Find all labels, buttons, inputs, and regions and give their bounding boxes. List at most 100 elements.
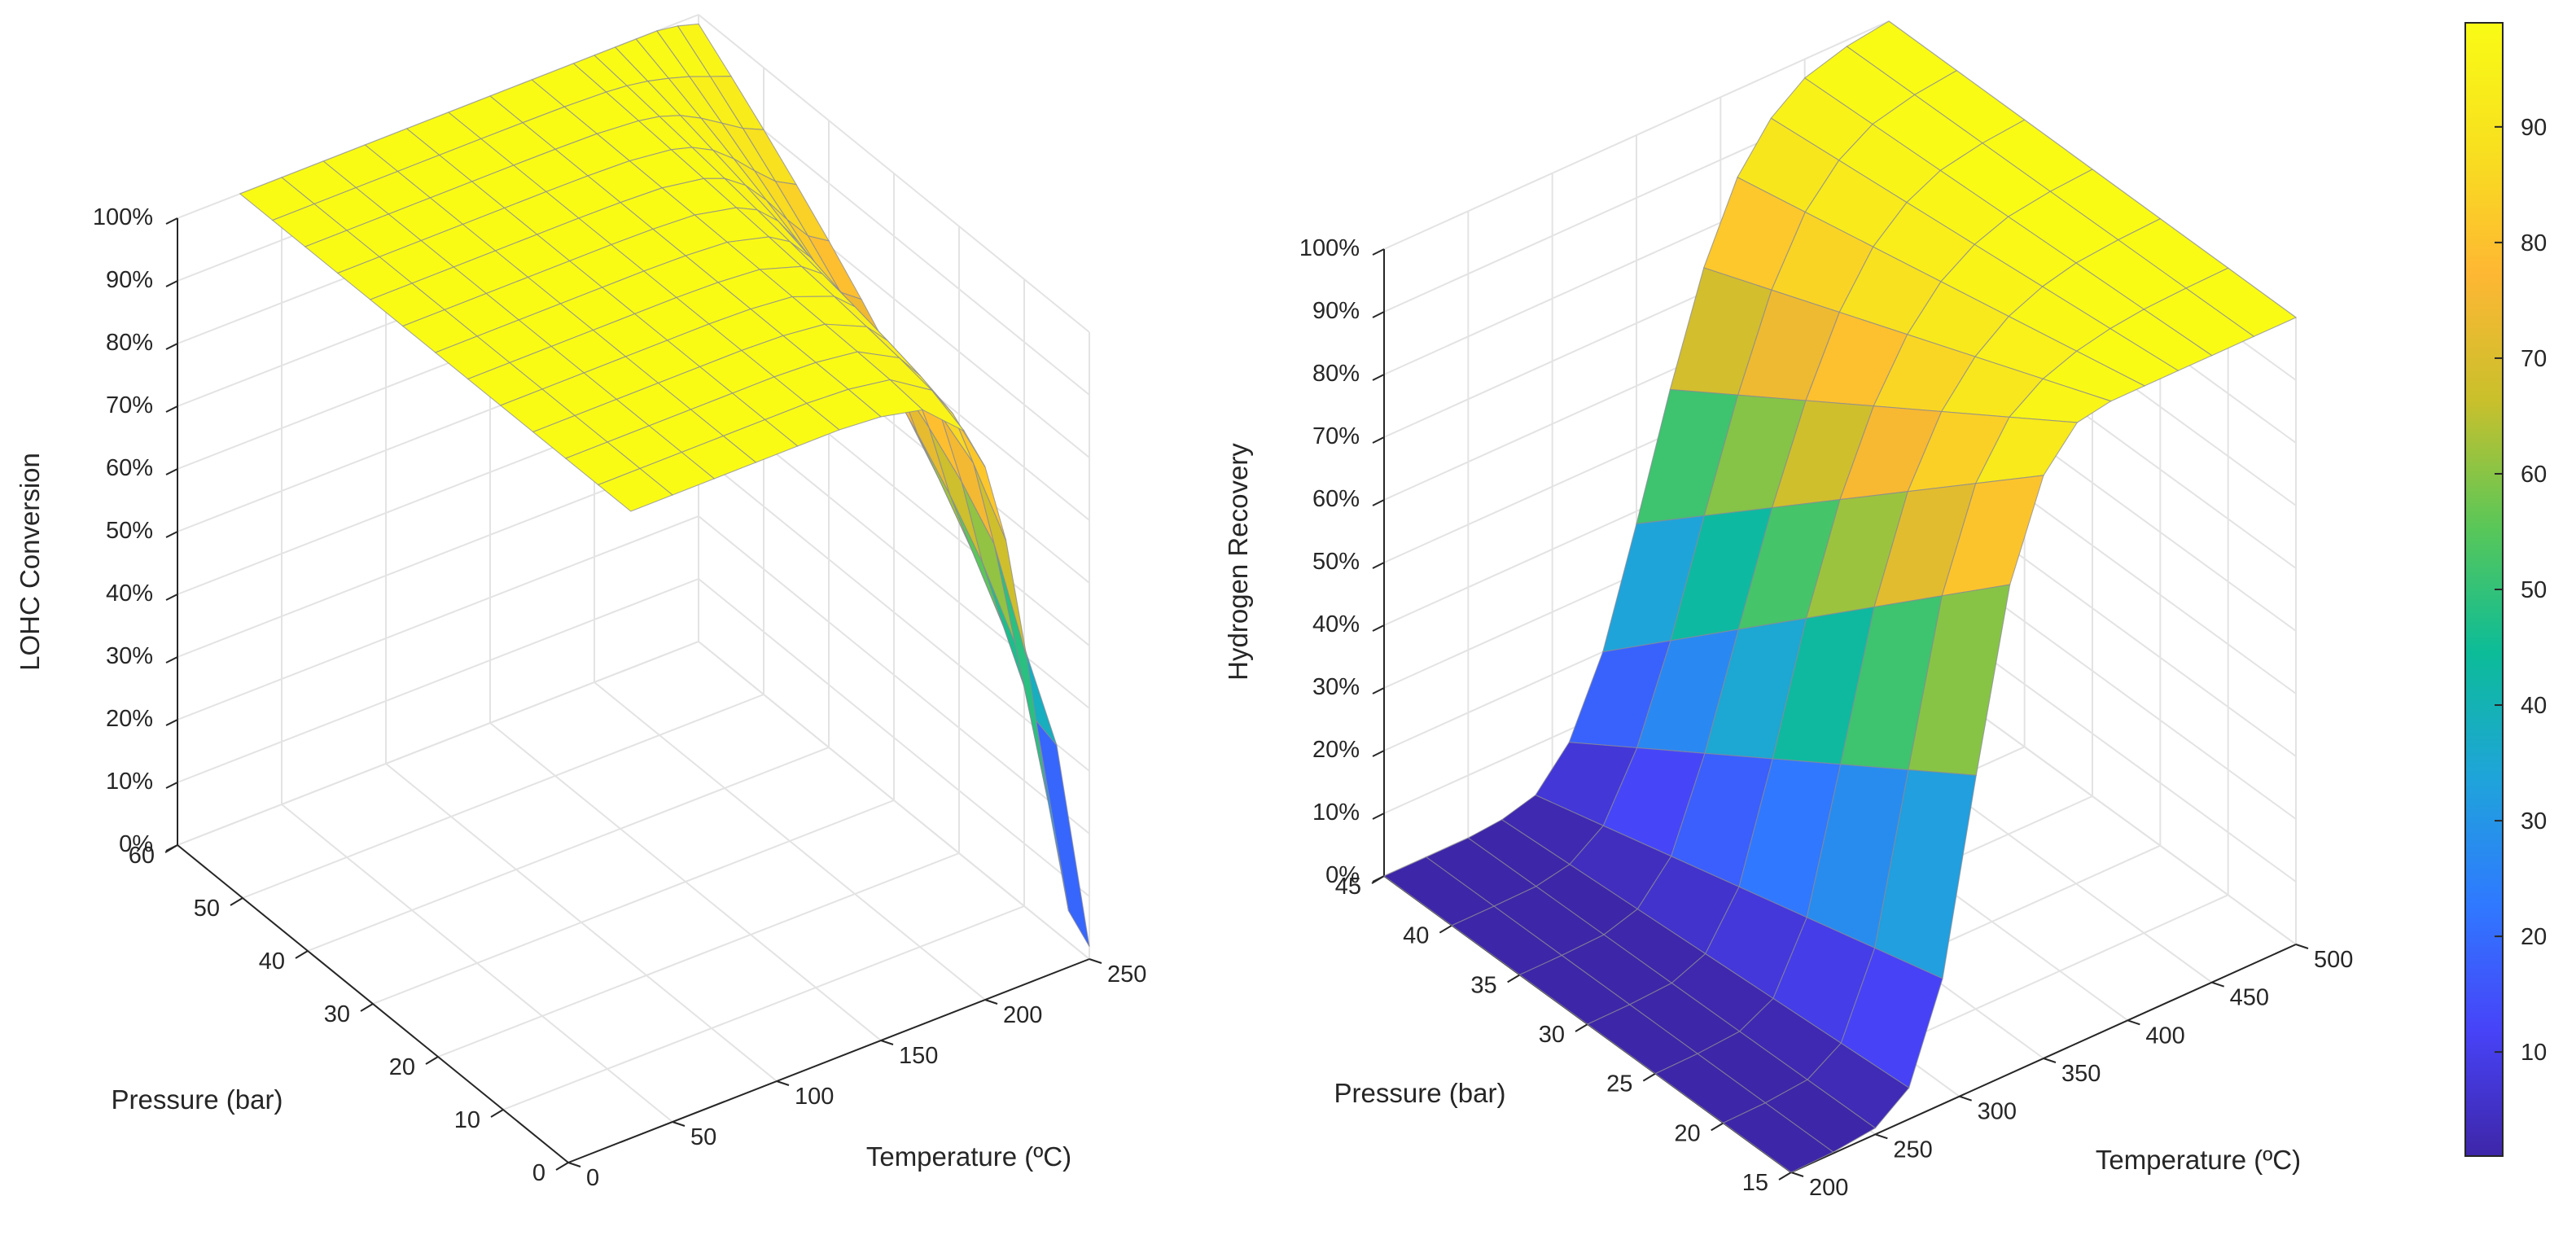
wall-gridline-z [698,641,1090,960]
y-tick-mark [425,1056,439,1065]
x-tick-label: 0 [586,1165,599,1191]
y-tick-mark [1439,924,1452,934]
z-tick-label: 70% [1312,423,1360,449]
z-tick-label: 70% [106,392,153,418]
z-tick-mark [1372,248,1385,256]
x-tick-mark [2295,944,2309,949]
z-tick-mark [165,531,178,538]
x-tick-mark [2211,981,2224,988]
y-tick-label: 30 [1539,1022,1565,1048]
z-tick-mark [1372,436,1385,444]
z-tick-mark [165,844,178,852]
z-tick-label: 40% [106,580,153,607]
y-tick-mark [295,950,309,959]
colorbar-tick-label: 80 [2521,230,2547,256]
z-tick-mark [165,719,178,726]
z-axis-title: Hydrogen Recovery [1223,443,1253,681]
x-tick-mark [672,1121,686,1127]
x-tick-mark [1875,1133,1888,1140]
z-tick-label: 50% [106,518,153,544]
z-tick-label: 50% [1312,549,1360,575]
x-tick-mark [2043,1058,2057,1063]
y-tick-label: 50 [194,896,220,922]
floor-gridline-y [502,905,1025,1110]
y-tick-label: 0 [532,1160,545,1186]
z-tick-label: 90% [1312,298,1360,324]
floor-gridline-y [242,694,764,899]
wall-gridline-z [698,14,1090,333]
y-tick-label: 25 [1606,1071,1632,1097]
hydrogen-recovery-plot: 200 250 300 350 400 450 500 15 20 25 30 35 40 450% 10%… [1223,20,2353,1201]
z-tick-mark [165,405,178,413]
colorbar-tick-label: 70 [2521,346,2547,372]
z-tick-mark [1372,374,1385,381]
colorbar-tick-label: 60 [2521,462,2547,488]
z-tick-mark [165,782,178,789]
z-tick-label: 90% [106,267,153,293]
y-tick-mark [1778,1172,1792,1180]
z-tick-label: 10% [106,769,153,795]
x-tick-mark [880,1040,894,1045]
surface-cell [993,544,1049,800]
z-tick-label: 20% [106,706,153,732]
x-tick-label: 250 [1107,961,1146,988]
y-tick-label: 60 [129,843,155,869]
y-axis-title: Pressure (bar) [112,1084,283,1115]
x-tick-label: 500 [2314,947,2353,973]
x-tick-label: 50 [690,1124,716,1150]
x-tick-label: 200 [1809,1175,1848,1201]
wall-gridline-z [698,578,1090,897]
z-tick-mark [165,343,178,350]
y-tick-label: 10 [454,1107,480,1133]
y-tick-label: 30 [324,1001,350,1027]
colorbar-tick-label: 50 [2521,577,2547,603]
x-tick-mark [1790,1172,1804,1177]
floor-gridline-y [372,799,895,1005]
wall-gridline-z [698,515,1090,834]
y-tick-label: 40 [259,948,285,975]
y-tick-label: 15 [1742,1170,1768,1196]
x-tick-mark [1089,958,1102,964]
floor-gridline-y [437,852,960,1058]
z-tick-label: 100% [93,204,153,230]
lohc-surface [239,23,1090,947]
colorbar-tick-label: 10 [2521,1040,2547,1066]
y-tick-mark [555,1162,569,1171]
z-tick-mark [1372,750,1385,757]
wall-gridline-z [177,515,699,721]
y-tick-mark [490,1109,504,1118]
hydrogen-surface [1382,20,2298,1173]
z-tick-mark [1372,875,1385,883]
surface-cell [597,467,674,512]
surface-cell [1035,719,1090,947]
z-tick-label: 20% [1312,737,1360,763]
surface-cell [1722,1102,1834,1173]
x-tick-label: 200 [1003,1002,1042,1028]
x-tick-label: 150 [899,1043,938,1069]
x-axis-title: Temperature (ºC) [2096,1145,2301,1175]
z-tick-label: 80% [106,330,153,356]
axis-lines [164,217,1102,1171]
x-axis-title: Temperature (ºC) [866,1141,1071,1172]
z-tick-mark [165,280,178,287]
colorbar: 10 20 30 40 50 60 70 80 90 [2464,22,2547,1157]
y-tick-mark [1575,1023,1588,1032]
x-tick-label: 300 [1978,1099,2017,1125]
z-tick-label: 60% [106,455,153,481]
x-tick-mark [2127,1019,2140,1026]
lohc-conversion-plot: 0 50 100 150 200 250 0 10 20 30 40 50 600% 10% 20% 30% 4… [15,14,1146,1191]
x-tick-label: 450 [2230,985,2269,1011]
z-axis-title: LOHC Conversion [15,453,45,671]
y-tick-mark [1507,974,1521,983]
y-tick-mark [230,897,243,906]
z-tick-mark [165,217,178,225]
z-tick-mark [165,656,178,664]
y-tick-label: 40 [1403,923,1429,949]
x-tick-label: 100 [795,1084,834,1110]
x-tick-mark [1959,1095,1972,1102]
y-tick-mark [1711,1122,1724,1132]
z-tick-mark [1372,687,1385,694]
z-tick-mark [1372,624,1385,632]
z-tick-mark [1372,311,1385,318]
